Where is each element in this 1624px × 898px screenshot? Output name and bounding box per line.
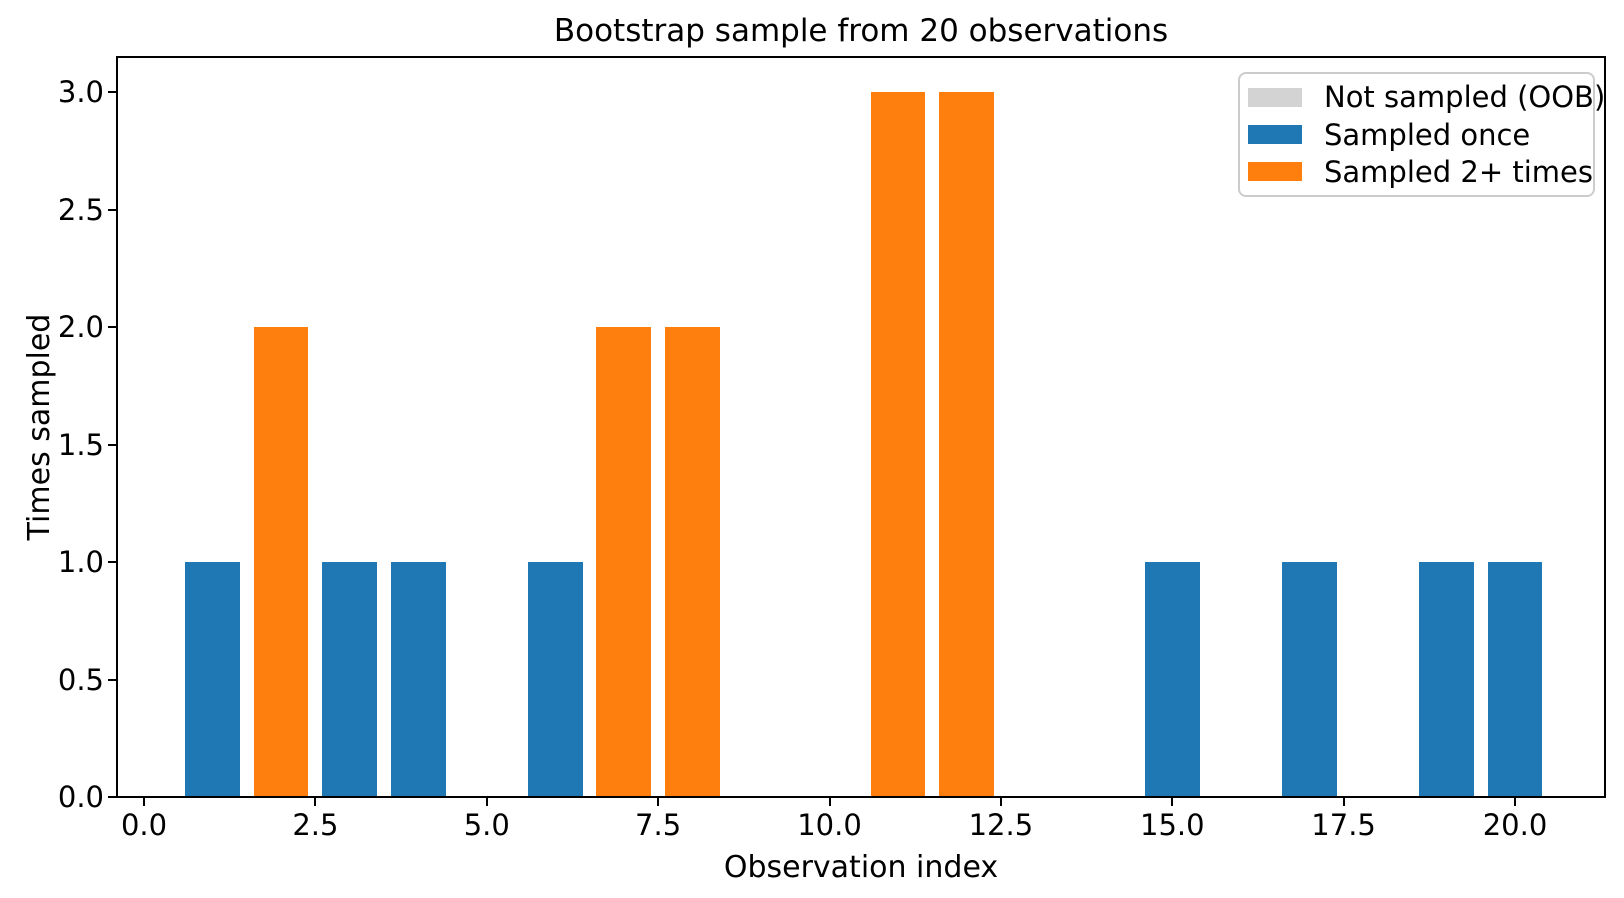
legend-label-multi: Sampled 2+ times <box>1324 154 1593 189</box>
chart-title: Bootstrap sample from 20 observations <box>553 13 1169 49</box>
x-axis-label: Observation index <box>723 850 999 885</box>
x-tick-label: 2.5 <box>292 808 339 842</box>
bar-sampled-once <box>1281 562 1337 796</box>
y-tick-mark <box>108 561 116 563</box>
y-tick-mark <box>108 443 116 446</box>
legend-swatch-once <box>1248 125 1302 144</box>
bar-sampled-multi <box>596 327 652 796</box>
x-tick-mark <box>828 798 831 806</box>
legend-label-once: Sampled once <box>1324 117 1531 152</box>
x-tick-mark <box>485 798 488 806</box>
x-tick-label: 17.5 <box>1311 808 1376 842</box>
bar-sampled-once <box>1419 562 1474 796</box>
legend-item-multi: Sampled 2+ times <box>1248 156 1593 188</box>
legend-item-oob: Not sampled (OOB) <box>1248 81 1605 113</box>
x-tick-mark <box>314 798 317 806</box>
x-tick-label: 7.5 <box>635 808 682 842</box>
y-tick-mark <box>108 796 116 798</box>
legend-label-oob: Not sampled (OOB) <box>1324 80 1606 115</box>
y-tick-mark <box>108 91 116 93</box>
legend: Not sampled (OOB) Sampled once Sampled 2+ … <box>1238 72 1605 197</box>
x-tick-mark <box>143 798 145 806</box>
bar-sampled-multi <box>870 92 926 796</box>
x-tick-label: 15.0 <box>1140 808 1205 842</box>
bar-sampled-once <box>322 562 377 796</box>
x-tick-mark <box>999 798 1002 806</box>
x-tick-label: 5.0 <box>463 808 510 842</box>
y-axis-label: Times sampled <box>22 313 57 541</box>
x-tick-mark <box>1171 798 1174 806</box>
y-tick-label: 1.5 <box>57 427 104 462</box>
y-tick-mark <box>108 678 116 681</box>
y-tick-mark <box>108 326 116 328</box>
bar-sampled-multi <box>665 327 720 796</box>
legend-swatch-oob <box>1248 87 1302 107</box>
y-tick-label: 0.5 <box>57 662 104 697</box>
legend-item-once: Sampled once <box>1248 119 1579 151</box>
y-tick-label: 1.0 <box>57 545 104 579</box>
bar-sampled-multi <box>939 92 994 796</box>
bar-sampled-once <box>185 562 240 796</box>
bar-sampled-once <box>390 562 446 796</box>
bar-sampled-once <box>527 562 583 796</box>
x-tick-label: 12.5 <box>968 808 1034 842</box>
y-tick-label: 2.0 <box>57 310 104 344</box>
bar-sampled-once <box>1144 562 1200 796</box>
bar-sampled-multi <box>253 327 309 796</box>
x-tick-mark <box>1514 798 1516 806</box>
x-tick-label: 10.0 <box>797 808 862 842</box>
y-tick-label: 2.5 <box>57 192 104 227</box>
x-tick-mark <box>1342 798 1345 806</box>
bar-sampled-once <box>1487 562 1543 796</box>
y-tick-label: 0.0 <box>57 780 104 814</box>
x-tick-label: 20.0 <box>1482 808 1548 842</box>
y-tick-label: 3.0 <box>57 75 104 109</box>
x-tick-label: 0.0 <box>120 808 168 842</box>
y-tick-mark <box>108 208 116 211</box>
legend-swatch-multi <box>1248 162 1302 182</box>
x-tick-mark <box>657 798 660 806</box>
